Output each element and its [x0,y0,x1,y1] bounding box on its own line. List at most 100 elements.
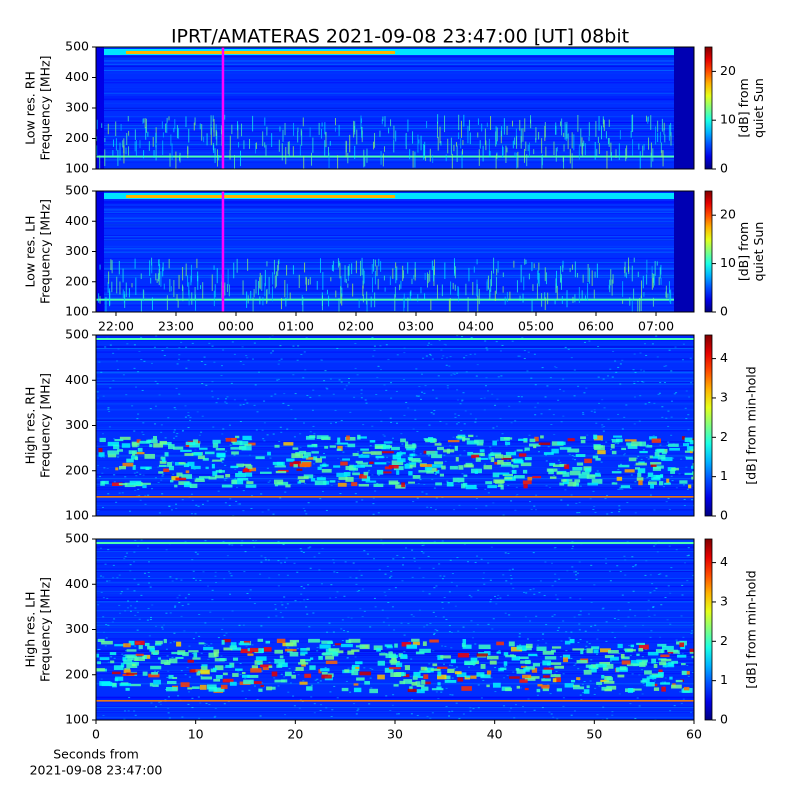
y-tick-label: 300 [65,417,89,432]
texture-speck [420,373,423,375]
texture-speck [297,674,300,676]
texture-speck [356,374,359,376]
texture-streak [669,290,671,303]
texture-speck [556,630,559,632]
texture-speck [356,710,359,712]
texture-streak [610,142,612,157]
texture-streak [411,278,413,285]
texture-blob [171,476,180,481]
texture-speck [575,502,578,504]
texture-blob [340,461,348,466]
texture-speck [303,599,306,601]
texture-blob [563,657,569,663]
texture-speck [318,569,321,571]
texture-speck [347,667,350,669]
texture-speck [590,410,593,412]
texture-blob [463,474,468,477]
texture-blob [189,443,201,448]
texture-streak [525,259,527,264]
texture-speck [520,396,523,398]
texture-blob [98,452,105,457]
texture-streak [477,295,479,312]
texture-blob [559,447,572,450]
texture-speck [180,341,183,343]
texture-blob [454,445,458,451]
texture-streak [264,282,266,297]
texture-speck [148,575,151,577]
texture-blob [358,484,369,487]
texture-speck [590,659,593,661]
texture-speck [555,367,558,369]
texture-speck [191,653,194,655]
texture-blob [600,648,611,653]
texture-band [96,217,694,219]
texture-streak [467,126,469,144]
texture-speck [675,549,678,551]
texture-blob [660,654,670,658]
texture-streak [626,272,628,279]
texture-blob [408,458,421,462]
texture-streak [412,150,414,168]
texture-streak [389,276,391,286]
texture-blob [411,460,422,463]
texture-speck [462,392,465,394]
texture-blob [131,661,139,666]
texture-speck [579,485,582,487]
texture-speck [103,467,106,469]
texture-speck [302,680,305,682]
spectrogram [96,539,694,720]
texture-blob [200,669,210,675]
texture-speck [609,580,612,582]
texture-blob [319,456,326,459]
texture-speck [448,715,451,717]
texture-blob [567,481,577,487]
texture-speck [376,458,379,460]
texture-speck [643,685,646,687]
texture-speck [642,449,645,451]
texture-speck [629,487,632,489]
texture-speck [456,372,459,374]
texture-streak [151,297,153,310]
texture-speck [293,562,296,564]
texture-streak [301,130,303,146]
texture-streak [297,131,299,143]
texture-blob [152,652,158,655]
texture-speck [492,427,495,429]
texture-speck [220,365,223,367]
texture-blob [592,455,599,459]
texture-blob [167,462,173,467]
texture-blob [409,462,417,468]
texture-speck [176,433,179,435]
texture-speck [389,577,392,579]
texture-speck [578,501,581,503]
colorbar [704,190,713,313]
texture-blob [668,443,679,447]
texture-blob [386,646,393,649]
texture-speck [664,681,667,683]
texture-streak [478,149,480,166]
texture-speck [303,587,306,589]
texture-streak [282,129,284,142]
texture-speck [433,409,436,411]
texture-blob [424,438,436,441]
texture-streak [588,122,590,137]
texture-streak [530,119,532,129]
texture-blob [388,480,399,485]
texture-speck [480,397,483,399]
texture-blob [150,665,162,670]
texture-band [96,345,694,347]
texture-speck [288,668,291,670]
texture-speck [352,470,355,472]
texture-speck [458,504,461,506]
texture-band [96,563,694,565]
texture-blob [500,667,507,670]
texture-streak [625,148,627,162]
texture-blob [562,472,570,477]
texture-speck [149,586,152,588]
texture-blob [400,654,408,659]
texture-streak [566,290,568,308]
texture-blob [176,472,183,477]
texture-speck [545,460,548,462]
texture-speck [323,453,326,455]
texture-speck [195,632,198,634]
